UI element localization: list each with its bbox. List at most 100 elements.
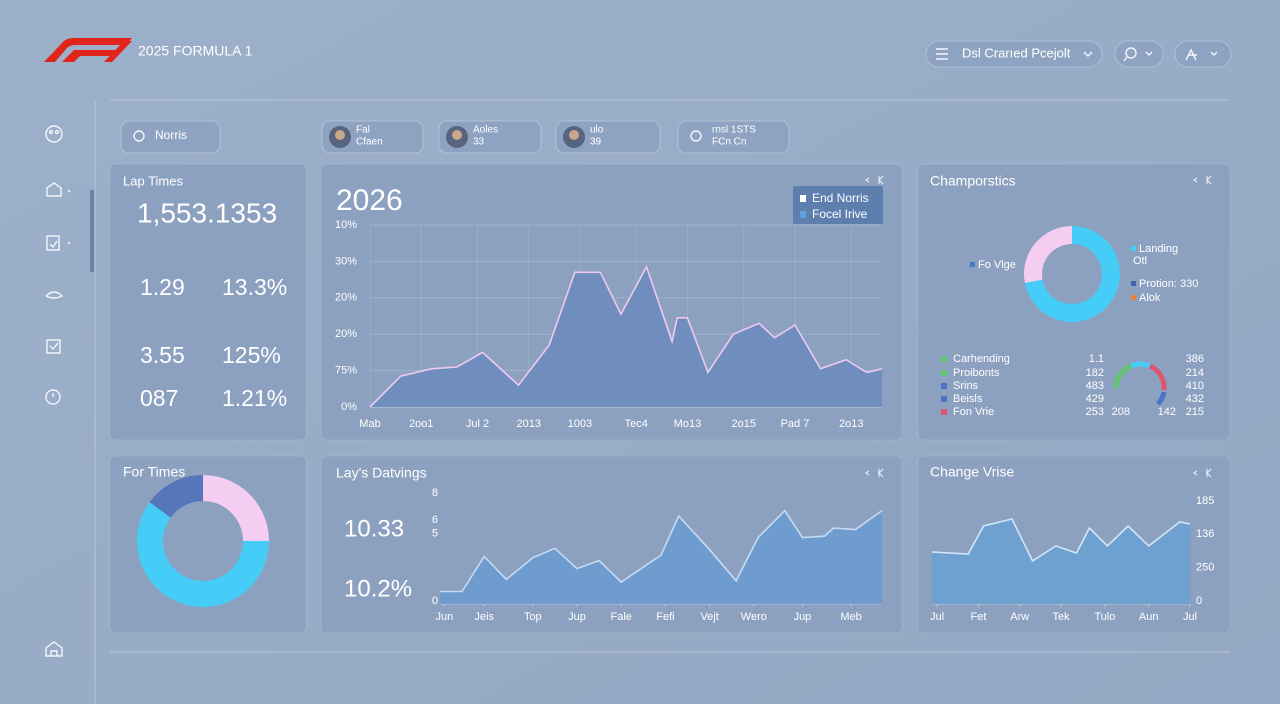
lap-stat: 125% [222, 342, 281, 368]
donut-label: Otl [1133, 255, 1147, 267]
x-tick-label: Fet [970, 611, 986, 623]
x-tick-label: Jup [794, 611, 812, 623]
nav-history[interactable] [45, 389, 61, 405]
stat-name: Srins [953, 380, 979, 392]
avatar-face [569, 130, 579, 140]
area-fill [370, 266, 882, 407]
x-tick-label: Jeis [474, 611, 494, 623]
nav-tasks[interactable] [46, 339, 61, 354]
donut-label: Alok [1139, 292, 1161, 304]
stat-value: 214 [1186, 367, 1204, 379]
x-tick-label: Tek [1052, 611, 1070, 623]
lap-stat: 087 [140, 385, 178, 411]
lap-stat: 1.21% [222, 385, 287, 411]
chip-text: rnsl 1STS [712, 125, 756, 136]
project-dropdown[interactable] [925, 40, 1103, 68]
x-tick-label: Tec4 [625, 418, 648, 430]
x-tick-label: Arw [1010, 611, 1029, 623]
legend-swatch [800, 211, 806, 218]
area-fill [440, 510, 882, 604]
stat-name: Beisls [953, 393, 983, 405]
legend-swatch [941, 409, 947, 415]
stat-value: 410 [1186, 380, 1204, 392]
donut-label: Landing [1139, 243, 1178, 255]
donut-label: Fo Vlge [978, 259, 1016, 271]
x-tick-label: Jul [1183, 611, 1197, 623]
nav-garage[interactable] [46, 182, 71, 197]
chip-text: Norris [155, 128, 187, 142]
stat-value: 253 [1086, 406, 1104, 418]
lap-times-card [109, 163, 307, 441]
lap-stat: 3.55 [140, 342, 185, 368]
x-tick-label: Vejt [700, 611, 718, 623]
y-tick-label: 6 [432, 514, 438, 526]
stat-value: 432 [1186, 393, 1204, 405]
y-tick-label: 20% [335, 328, 357, 340]
x-tick-label: Fefi [656, 611, 674, 623]
y-tick-label: 0 [1196, 595, 1202, 607]
chip-text: ulo [590, 125, 604, 136]
y-tick-label: 75% [335, 365, 357, 377]
sidebar-nav [45, 125, 71, 657]
driver-chip[interactable] [555, 120, 661, 154]
x-tick-label: Tulo [1094, 611, 1115, 623]
x-tick-label: Fale [611, 611, 632, 623]
lap-total: 1,553.1353 [137, 197, 277, 228]
stat-name: Fon Vrie [953, 406, 994, 418]
y-tick-label: 185 [1196, 495, 1214, 507]
area-line [440, 509, 883, 593]
nav-track[interactable] [45, 291, 64, 299]
stat-value: 386 [1186, 353, 1204, 365]
donut-slice [1024, 225, 1072, 283]
x-tick-label: 2o13 [839, 418, 863, 430]
x-tick-label: Jul [930, 611, 944, 623]
y-tick-label: 10% [335, 219, 357, 231]
legend-swatch [941, 370, 947, 376]
chip-icon [133, 130, 145, 142]
card-title: Lap Times [123, 173, 183, 188]
x-tick-label: Meb [840, 611, 861, 623]
stat-value: 215 [1186, 406, 1204, 418]
driver-chip[interactable] [677, 120, 790, 154]
avatar-face [452, 130, 462, 140]
f1-logo[interactable] [44, 38, 132, 62]
y-tick-label: 30% [335, 255, 357, 267]
gauge-label: 208 [1112, 406, 1130, 418]
x-tick-label: Jul 2 [466, 418, 489, 430]
legend-box [793, 186, 883, 224]
y-tick-label: 250 [1196, 562, 1214, 574]
driver-chip[interactable] [120, 120, 221, 154]
donut-slice [149, 475, 203, 518]
lap-stat: 1.29 [140, 274, 185, 300]
app-title: 2025 FORMULA 1 [138, 43, 253, 59]
user-button[interactable] [1174, 40, 1232, 68]
legend-label: Focel Irive [812, 207, 868, 221]
card-controls[interactable] [865, 175, 1212, 478]
nav-home[interactable] [45, 641, 63, 657]
x-tick-label: Jup [568, 611, 586, 623]
stat-value: 429 [1086, 393, 1104, 405]
nav-dashboard[interactable] [45, 125, 63, 143]
stat-value: 483 [1086, 380, 1104, 392]
x-tick-label: Wero [741, 611, 767, 623]
area-line [931, 518, 1191, 563]
x-tick-label: Pad 7 [781, 418, 810, 430]
chart-title: For Times [123, 464, 185, 480]
nav-reports[interactable] [46, 235, 71, 251]
y-tick-label: 5 [432, 527, 438, 539]
chip-text: 33 [473, 137, 485, 148]
legend-swatch [941, 396, 947, 402]
donut-slice [1024, 226, 1120, 322]
gauge-label: 142 [1158, 406, 1176, 418]
x-tick-label: Mo13 [674, 418, 702, 430]
y-tick-label: 0% [341, 401, 357, 413]
stat-name: Carhending [953, 353, 1010, 365]
legend-swatch [941, 383, 947, 389]
x-tick-label: Mab [359, 418, 380, 430]
search-button[interactable] [1114, 40, 1164, 68]
legend-swatch [941, 356, 947, 362]
x-tick-label: Jun [436, 611, 454, 623]
gauge [1113, 361, 1167, 406]
x-tick-label: 2oo1 [409, 418, 433, 430]
legend-swatch [1131, 281, 1136, 286]
